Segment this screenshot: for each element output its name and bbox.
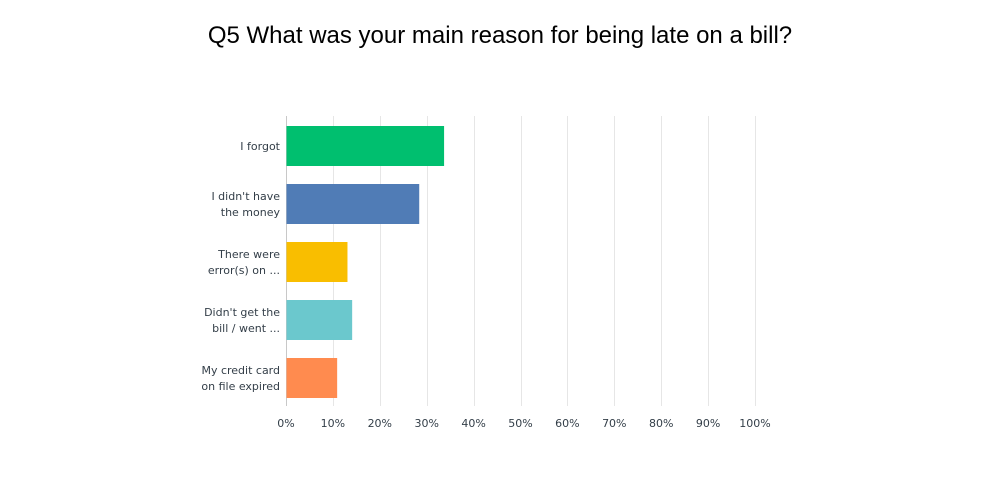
category-label: There were error(s) on ... (208, 248, 280, 277)
category-label: I didn't have the money (211, 190, 280, 219)
category-labels: I forgot I didn't have the money There were… (201, 140, 280, 393)
x-tick-label: 10% (321, 417, 345, 430)
bar (286, 300, 353, 340)
x-tick-label: 20% (368, 417, 392, 430)
x-tick-label: 40% (461, 417, 485, 430)
bar (286, 126, 445, 166)
category-label-line: error(s) on ... (208, 264, 280, 277)
bar (286, 184, 420, 224)
x-tick-label: 70% (602, 417, 626, 430)
category-label-line: My credit card (201, 364, 280, 377)
x-tick-label: 30% (414, 417, 438, 430)
category-label-line: on file expired (201, 380, 280, 393)
x-tick-label: 90% (696, 417, 720, 430)
x-tick-label: 0% (277, 417, 294, 430)
x-tick-label: 60% (555, 417, 579, 430)
category-label: My credit card on file expired (201, 364, 280, 393)
chart-title: Q5 What was your main reason for being l… (207, 22, 793, 49)
x-tick-labels: 0% 10% 20% 30% 40% 50% 60% 70% 80% 90% 100% (277, 417, 770, 430)
bar-layer (286, 126, 445, 398)
category-label: Didn't get the bill / went ... (204, 306, 280, 335)
category-label: I forgot (240, 140, 280, 153)
category-label-line: Didn't get the (204, 306, 280, 319)
bar (286, 358, 338, 398)
x-tick-label: 80% (649, 417, 673, 430)
x-tick-label: 50% (508, 417, 532, 430)
category-label-line: There were (217, 248, 280, 261)
category-label-line: I forgot (240, 140, 280, 153)
category-label-line: the money (221, 206, 281, 219)
category-label-line: bill / went ... (212, 322, 280, 335)
category-label-line: I didn't have (211, 190, 280, 203)
bar (286, 242, 348, 282)
x-tick-label: 100% (739, 417, 770, 430)
